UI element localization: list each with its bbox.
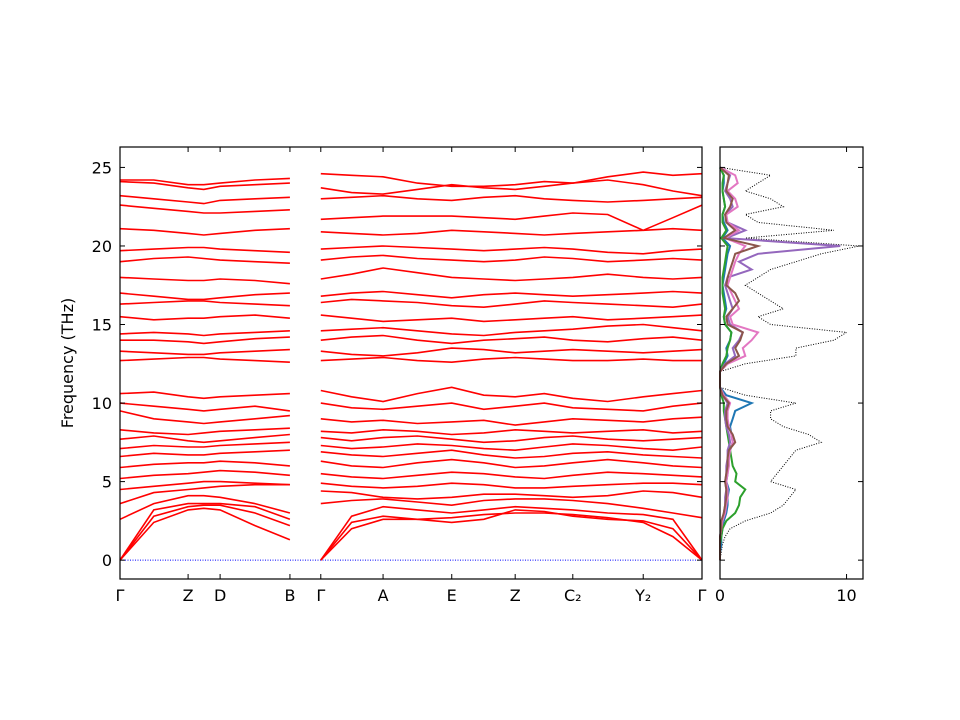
y-tick-label: 5 xyxy=(102,473,112,492)
band xyxy=(120,171,703,188)
y-tick-label: 25 xyxy=(92,158,112,177)
band xyxy=(119,298,703,309)
x-tick-label: B xyxy=(284,586,295,605)
band xyxy=(119,227,703,236)
x-tick-label: E xyxy=(447,586,457,605)
band xyxy=(119,427,703,436)
x-tick-label: Γ xyxy=(316,586,325,605)
band xyxy=(119,433,703,444)
band xyxy=(119,204,703,232)
band xyxy=(119,483,703,505)
dos-line xyxy=(719,166,747,561)
band xyxy=(119,347,703,357)
x-tick-label: A xyxy=(378,586,389,605)
x-tick-label: 0 xyxy=(715,586,725,605)
band xyxy=(119,458,703,469)
band xyxy=(119,504,703,561)
band xyxy=(119,254,703,264)
band xyxy=(119,507,703,561)
x-tick-label: Γ xyxy=(116,586,125,605)
y-axis-label: Frequency (THz) xyxy=(58,298,77,428)
band xyxy=(119,179,703,197)
x-tick-label: Γ xyxy=(698,586,707,605)
band xyxy=(119,449,703,459)
plot-frame xyxy=(119,146,703,580)
y-tick-label: 10 xyxy=(92,394,112,413)
band xyxy=(119,386,703,403)
band xyxy=(119,314,703,323)
band xyxy=(119,356,702,364)
band xyxy=(119,494,703,521)
band xyxy=(119,469,703,480)
y-tick-label: 20 xyxy=(92,237,112,256)
y-tick-label: 0 xyxy=(102,551,112,570)
x-tick-label: 10 xyxy=(836,586,856,605)
x-tick-label: C₂ xyxy=(564,586,582,605)
band xyxy=(119,502,703,561)
band xyxy=(119,245,703,255)
band xyxy=(120,334,703,345)
band xyxy=(119,323,703,337)
x-tick-label: D xyxy=(214,586,226,605)
band xyxy=(119,194,703,205)
x-tick-label: Z xyxy=(183,586,194,605)
plot-frame xyxy=(719,146,864,580)
dos-line xyxy=(719,166,860,561)
band xyxy=(119,402,703,412)
x-tick-label: Y₂ xyxy=(634,586,651,605)
band xyxy=(119,480,703,491)
x-tick-label: Z xyxy=(510,586,521,605)
band xyxy=(119,410,703,426)
dos-line xyxy=(719,166,762,561)
band xyxy=(119,290,703,301)
y-tick-label: 15 xyxy=(92,316,112,335)
band xyxy=(119,441,703,452)
band xyxy=(119,267,703,285)
dos-line xyxy=(719,166,841,561)
